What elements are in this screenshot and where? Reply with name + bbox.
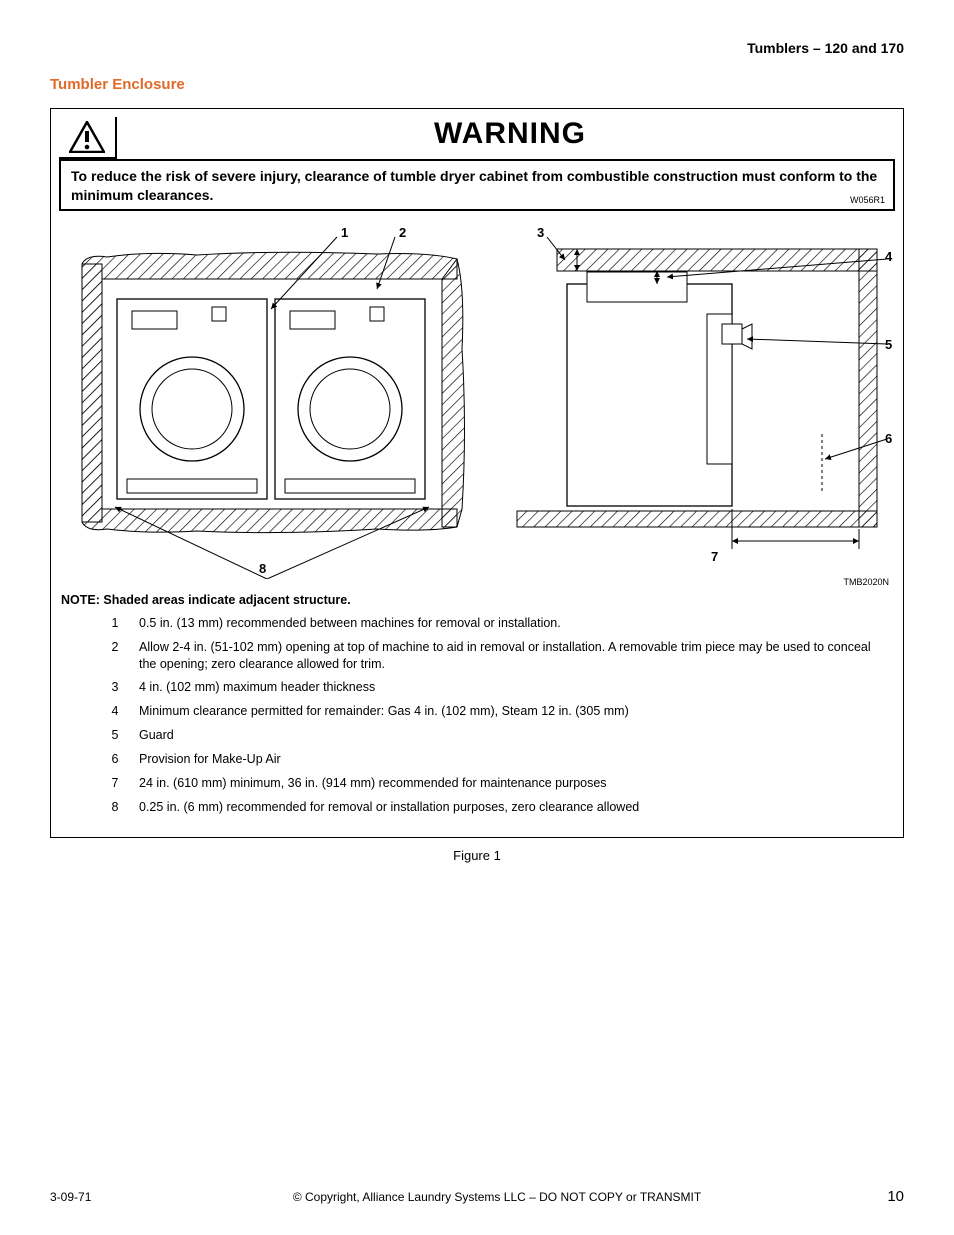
section-title: Tumbler Enclosure	[50, 76, 904, 93]
figure-caption: Figure 1	[50, 848, 904, 863]
legend-num: 8	[91, 799, 139, 816]
legend-row: 2Allow 2-4 in. (51-102 mm) opening at to…	[91, 639, 873, 673]
warning-header-row: WARNING	[51, 109, 903, 159]
page: Tumblers – 120 and 170 Tumbler Enclosure…	[0, 0, 954, 1235]
diagram-code: TMB2020N	[843, 577, 889, 587]
page-footer: 3-09-71 © Copyright, Alliance Laundry Sy…	[50, 1188, 904, 1205]
legend-text: 24 in. (610 mm) minimum, 36 in. (914 mm)…	[139, 775, 873, 792]
callout-6: 6	[885, 431, 892, 446]
warning-text-box: To reduce the risk of severe injury, cle…	[59, 159, 895, 211]
warning-title: WARNING	[117, 109, 903, 159]
callout-8: 8	[259, 561, 266, 576]
callout-7: 7	[711, 549, 718, 564]
legend-text: 0.25 in. (6 mm) recommended for removal …	[139, 799, 873, 816]
callout-1: 1	[341, 225, 348, 240]
figure-box: WARNING To reduce the risk of severe inj…	[50, 108, 904, 838]
legend-row: 4Minimum clearance permitted for remaind…	[91, 703, 873, 720]
warning-text: To reduce the risk of severe injury, cle…	[71, 167, 883, 205]
legend-text: Provision for Make-Up Air	[139, 751, 873, 768]
legend-row: 6Provision for Make-Up Air	[91, 751, 873, 768]
legend-num: 3	[91, 679, 139, 696]
legend-text: Guard	[139, 727, 873, 744]
legend-num: 6	[91, 751, 139, 768]
page-number: 10	[864, 1188, 904, 1205]
warning-code: W056R1	[850, 195, 885, 205]
warning-icon-cell	[59, 117, 117, 159]
legend-row: 5Guard	[91, 727, 873, 744]
legend-row: 34 in. (102 mm) maximum header thickness	[91, 679, 873, 696]
legend-row: 80.25 in. (6 mm) recommended for removal…	[91, 799, 873, 816]
legend-num: 2	[91, 639, 139, 673]
callout-4: 4	[885, 249, 892, 264]
footer-left: 3-09-71	[50, 1190, 130, 1204]
legend-text: 4 in. (102 mm) maximum header thickness	[139, 679, 873, 696]
legend-num: 5	[91, 727, 139, 744]
warning-triangle-icon	[69, 121, 105, 153]
legend-text: Minimum clearance permitted for remainde…	[139, 703, 873, 720]
legend-list: 10.5 in. (13 mm) recommended between mac…	[51, 615, 903, 837]
legend-text: 0.5 in. (13 mm) recommended between mach…	[139, 615, 873, 632]
callout-2: 2	[399, 225, 406, 240]
legend-text: Allow 2-4 in. (51-102 mm) opening at top…	[139, 639, 873, 673]
callout-5: 5	[885, 337, 892, 352]
callout-3: 3	[537, 225, 544, 240]
running-header: Tumblers – 120 and 170	[50, 40, 904, 56]
legend-num: 4	[91, 703, 139, 720]
note-line: NOTE: Shaded areas indicate adjacent str…	[51, 589, 903, 615]
legend-row: 724 in. (610 mm) minimum, 36 in. (914 mm…	[91, 775, 873, 792]
legend-num: 1	[91, 615, 139, 632]
legend-num: 7	[91, 775, 139, 792]
legend-row: 10.5 in. (13 mm) recommended between mac…	[91, 615, 873, 632]
footer-center: © Copyright, Alliance Laundry Systems LL…	[130, 1190, 864, 1204]
enclosure-diagram: 1 2 3 4 5 6 7 8 TMB2020N	[51, 219, 903, 589]
